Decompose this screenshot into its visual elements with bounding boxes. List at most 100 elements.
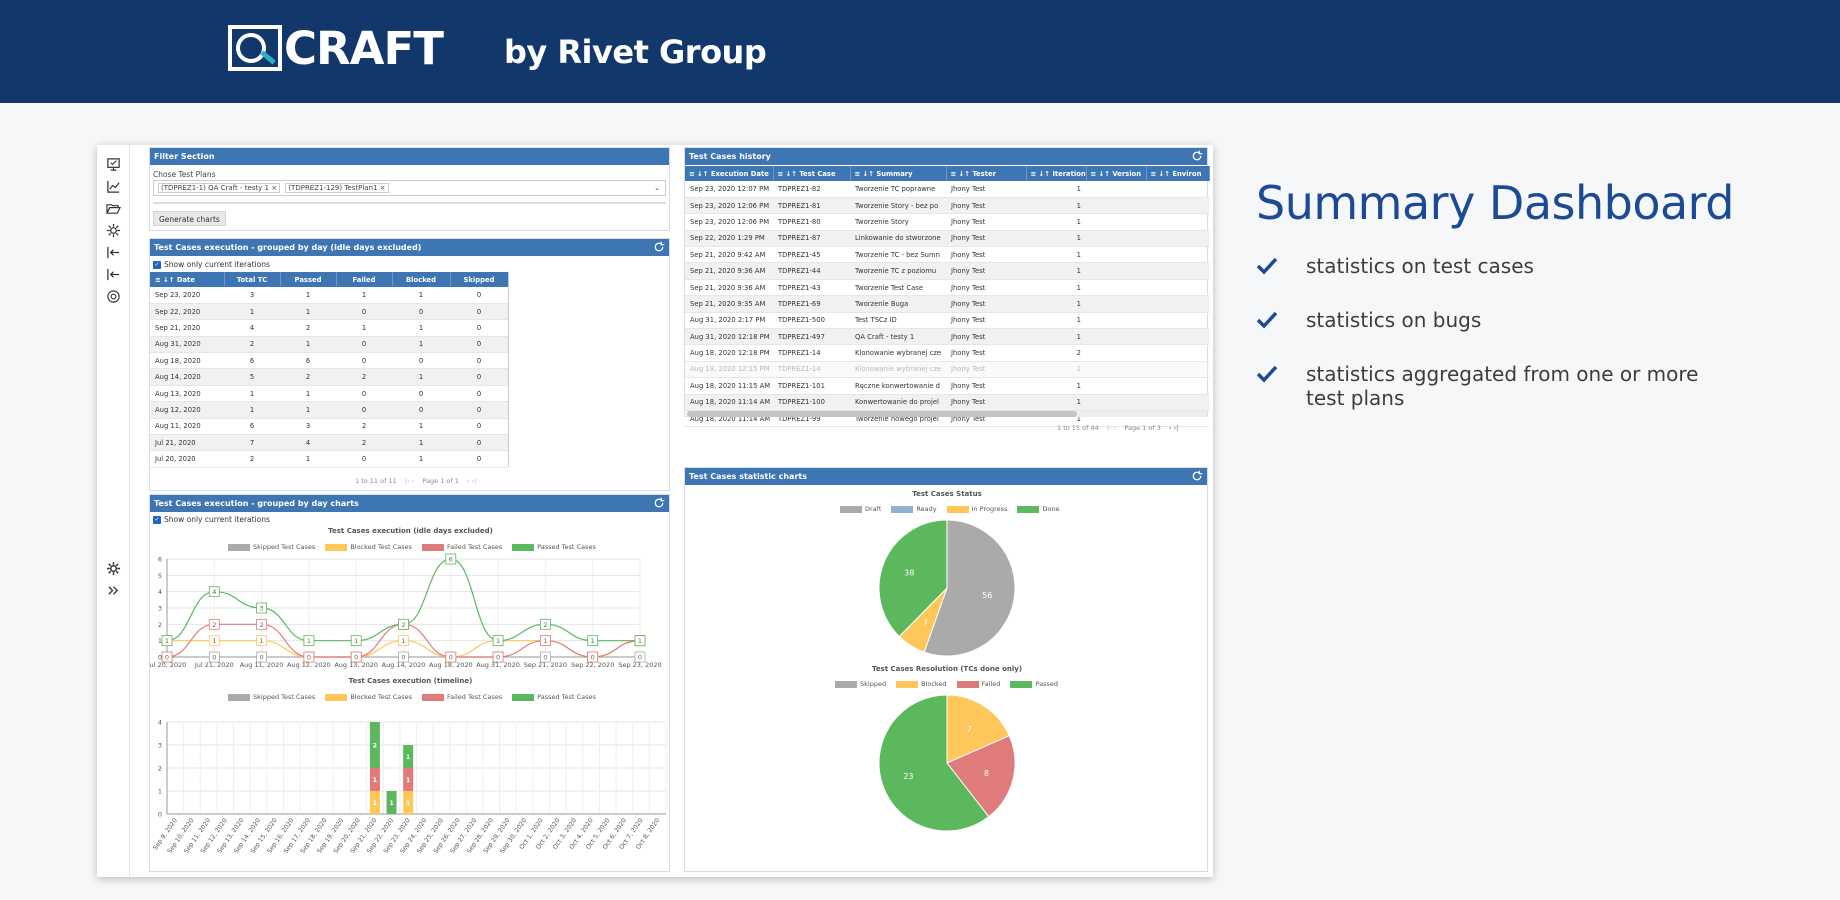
table-cell: 0 <box>336 385 392 403</box>
refresh-icon[interactable] <box>1191 150 1203 162</box>
table-row[interactable]: Aug 18, 2020 12:15 PM TDPREZ1-14 Klonowani… <box>685 361 1209 379</box>
table-row[interactable]: Aug 18, 2020 11:15 AM TDPREZ1-101 Ręczne k… <box>685 377 1209 395</box>
line-chart-icon[interactable] <box>106 179 121 194</box>
column-header[interactable]: ≡ ↓↑ Date <box>150 272 225 287</box>
horizontal-scrollbar[interactable] <box>687 411 1207 417</box>
table-cell: TDPREZ1-45 <box>773 246 850 264</box>
column-header[interactable]: ≡ ↓↑ Version <box>1086 166 1147 181</box>
monitor-icon[interactable] <box>106 157 121 172</box>
table-row[interactable]: Sep 23, 2020 12:06 PM TDPREZ1-81 Tworzenie… <box>685 197 1209 215</box>
table-cell: 1 <box>336 319 392 337</box>
test-plan-chip[interactable]: (TDPREZ1-1) QA Craft - testy 1 × <box>158 183 281 193</box>
table-row[interactable]: Sep 21, 2020 9:36 AM TDPREZ1-44 Tworzenie … <box>685 262 1209 280</box>
pager-next-last-icon[interactable]: › ›| <box>466 477 477 485</box>
table-row[interactable]: Sep 23, 2020 12:07 PM TDPREZ1-82 Tworzenie… <box>685 181 1209 198</box>
table-row[interactable]: Aug 18, 2020 12:18 PM TDPREZ1-14 Klonowani… <box>685 344 1209 362</box>
byline: by Rivet Group <box>504 33 767 71</box>
magnifier-logo-icon <box>228 25 282 71</box>
table-cell: Aug 31, 2020 12:18 PM <box>685 328 773 346</box>
cog-icon[interactable] <box>106 223 121 238</box>
legend-label: Draft <box>865 505 882 513</box>
pager-page: Page 1 of 1 <box>422 477 459 485</box>
current-iterations-checkbox-row[interactable]: ✓ Show only current iterations <box>153 260 270 269</box>
generate-charts-button[interactable]: Generate charts <box>153 211 226 226</box>
data-point <box>587 651 599 663</box>
column-header[interactable]: ≡ ↓↑ Test Case <box>773 166 851 181</box>
pager-first-prev-icon[interactable]: |‹ ‹ <box>1106 424 1117 432</box>
table-row[interactable]: Sep 22, 2020 1:29 PM TDPREZ1-87 Linkowanie… <box>685 230 1209 248</box>
table-cell: Tworzenie TC poprawne <box>850 181 946 198</box>
refresh-icon[interactable] <box>653 497 665 509</box>
sign-out-icon[interactable] <box>106 267 121 282</box>
table-cell: 2 <box>280 368 336 386</box>
data-label: 0 <box>307 654 311 662</box>
table-cell: TDPREZ1-82 <box>773 181 850 198</box>
table-row[interactable]: Aug 31, 2020 2:17 PM TDPREZ1-500 Test TSCz… <box>685 312 1209 330</box>
column-header[interactable]: ≡ ↓↑ Execution Date <box>685 166 774 181</box>
column-header[interactable]: ≡ ↓↑ Tester <box>946 166 1027 181</box>
column-header[interactable]: Total TC <box>224 272 281 287</box>
expand-chevrons-icon[interactable] <box>106 583 121 598</box>
current-iterations-checkbox-row[interactable]: ✓ Show only current iterations <box>153 515 270 524</box>
table-cell: Jhony Test <box>946 197 1026 215</box>
legend-label: Blocked Test Cases <box>350 693 413 701</box>
column-header[interactable]: Failed <box>336 272 393 287</box>
data-point <box>398 618 409 630</box>
table-row[interactable]: Sep 23, 2020 12:06 PM TDPREZ1-80 Tworzenie… <box>685 213 1209 231</box>
table-row: Aug 18, 2020 6 6 0 0 0 <box>150 352 508 370</box>
table-cell: TDPREZ1-87 <box>773 230 850 248</box>
table-row[interactable]: Aug 18, 2020 11:14 AM TDPREZ1-100 Konwerto… <box>685 394 1209 411</box>
refresh-icon[interactable] <box>1191 470 1203 482</box>
table-cell: 1 <box>1026 328 1086 346</box>
table-row[interactable]: Aug 31, 2020 12:18 PM TDPREZ1-497 QA Craft… <box>685 328 1209 346</box>
checkbox-checked-icon[interactable]: ✓ <box>153 515 161 524</box>
pager-next-last-icon[interactable]: › ›| <box>1168 424 1179 432</box>
legend-item: Passed <box>1010 680 1058 688</box>
table-header-row: ≡ ↓↑ Execution Date ≡ ↓↑ Test Case ≡ ↓↑ Su… <box>685 166 1210 181</box>
table-cell: Klonowanie wybranej cze <box>850 344 946 362</box>
column-header[interactable]: ≡ ↓↑ Environ <box>1146 166 1210 181</box>
folder-open-icon[interactable] <box>106 201 121 216</box>
legend-item: Failed Test Cases <box>422 543 502 551</box>
table-row[interactable]: Sep 21, 2020 9:42 AM TDPREZ1-45 Tworzenie … <box>685 246 1209 264</box>
data-point <box>161 635 173 647</box>
table-cell: Ręczne konwertowanie d <box>850 377 946 395</box>
data-label: 0 <box>638 654 642 662</box>
column-header[interactable]: ≡ ↓↑ Iteration <box>1026 166 1087 181</box>
legend-swatch <box>512 543 535 551</box>
table-cell: Sep 23, 2020 12:06 PM <box>685 197 773 215</box>
settings-icon[interactable] <box>106 561 121 576</box>
column-header[interactable]: Skipped <box>450 272 509 287</box>
y-tick-label: 3 <box>158 742 162 750</box>
table-cell: Linkowanie do stworzone <box>850 230 946 248</box>
table-cell: Tworzenie Test Case <box>850 279 946 297</box>
y-tick-label: 3 <box>158 605 162 613</box>
table-cell: Jhony Test <box>946 394 1026 411</box>
chevron-down-icon[interactable]: ⌄ <box>654 184 660 192</box>
column-header[interactable]: ≡ ↓↑ Summary <box>850 166 947 181</box>
data-label: 0 <box>496 654 500 662</box>
refresh-icon[interactable] <box>653 241 665 253</box>
table-cell <box>1086 230 1146 248</box>
table-row[interactable]: Sep 21, 2020 9:35 AM TDPREZ1-69 Tworzenie … <box>685 295 1209 313</box>
table-row[interactable]: Sep 21, 2020 9:36 AM TDPREZ1-43 Tworzenie … <box>685 279 1209 297</box>
legend-item: Ready <box>891 505 937 513</box>
divider <box>153 202 666 204</box>
data-label: 0 <box>354 654 358 662</box>
pager-first-prev-icon[interactable]: |‹ ‹ <box>404 477 415 485</box>
test-plan-chip[interactable]: (TDPREZ1-129) TestPlan1 × <box>285 183 389 193</box>
target-icon[interactable] <box>106 289 121 304</box>
scrollbar-thumb[interactable] <box>687 411 1077 417</box>
sign-in-icon[interactable] <box>106 245 121 260</box>
checkbox-checked-icon[interactable]: ✓ <box>153 260 161 269</box>
data-point <box>303 651 315 663</box>
table-cell: Aug 11, 2020 <box>150 418 224 436</box>
table-cell: Aug 12, 2020 <box>150 401 224 419</box>
table-cell: TDPREZ1-80 <box>773 213 850 231</box>
test-plans-select[interactable]: (TDPREZ1-1) QA Craft - testy 1 × (TDPREZ… <box>153 180 666 196</box>
column-header[interactable]: Blocked <box>392 272 451 287</box>
y-tick-label: 6 <box>158 556 162 564</box>
column-header[interactable]: Passed <box>280 272 337 287</box>
pie-label: 7 <box>967 725 972 734</box>
data-point <box>539 618 551 630</box>
